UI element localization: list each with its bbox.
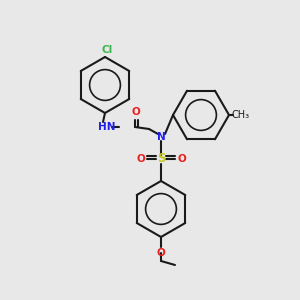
Text: Cl: Cl [102,45,113,55]
Text: O: O [132,107,140,117]
Text: N: N [157,132,165,142]
Text: CH₃: CH₃ [231,110,249,120]
Text: S: S [157,152,165,166]
Text: O: O [177,154,186,164]
Text: HN: HN [98,122,116,132]
Text: O: O [136,154,145,164]
Text: O: O [157,248,165,258]
